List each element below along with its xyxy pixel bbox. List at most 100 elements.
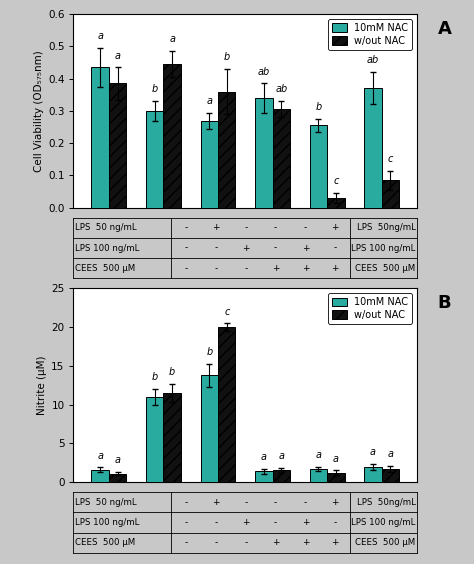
Text: LPS  50ng/mL: LPS 50ng/mL <box>356 223 415 232</box>
Text: -: - <box>185 244 188 253</box>
Legend: 10mM NAC, w/out NAC: 10mM NAC, w/out NAC <box>328 19 412 50</box>
Legend: 10mM NAC, w/out NAC: 10mM NAC, w/out NAC <box>328 293 412 324</box>
Text: b: b <box>152 85 158 94</box>
Text: CEES  500 μM: CEES 500 μM <box>355 264 415 273</box>
Text: +: + <box>331 538 339 547</box>
Text: b: b <box>152 372 158 382</box>
Text: b: b <box>224 52 230 62</box>
Text: a: a <box>370 447 376 457</box>
Text: +: + <box>212 498 220 507</box>
Text: -: - <box>334 244 337 253</box>
Text: A: A <box>438 20 452 38</box>
Text: +: + <box>301 244 309 253</box>
Text: a: a <box>315 450 321 460</box>
Text: a: a <box>333 453 339 464</box>
Text: ab: ab <box>258 67 270 77</box>
Text: -: - <box>185 264 188 273</box>
Bar <box>218 327 236 482</box>
Text: LPS 100 ng/mL: LPS 100 ng/mL <box>351 518 415 527</box>
Text: b: b <box>206 347 212 357</box>
Text: -: - <box>244 538 247 547</box>
Bar <box>364 89 382 208</box>
Text: -: - <box>274 244 277 253</box>
Bar <box>91 67 109 208</box>
Text: -: - <box>214 244 218 253</box>
Text: a: a <box>206 96 212 105</box>
Text: -: - <box>214 518 218 527</box>
Text: a: a <box>97 451 103 461</box>
Bar <box>255 472 273 482</box>
Text: LPS  50 ng/mL: LPS 50 ng/mL <box>75 498 137 507</box>
Text: -: - <box>304 223 307 232</box>
Bar <box>310 469 327 482</box>
Text: +: + <box>212 223 220 232</box>
Text: ab: ab <box>367 55 379 65</box>
Text: -: - <box>214 538 218 547</box>
Text: -: - <box>185 223 188 232</box>
Text: LPS  50 ng/mL: LPS 50 ng/mL <box>75 223 137 232</box>
Bar <box>327 198 345 208</box>
Bar <box>382 469 399 482</box>
Text: -: - <box>244 223 247 232</box>
Text: LPS 100 ng/mL: LPS 100 ng/mL <box>75 244 139 253</box>
Text: +: + <box>242 518 250 527</box>
Bar <box>146 111 164 208</box>
Bar <box>382 180 399 208</box>
Text: a: a <box>387 449 393 459</box>
Text: -: - <box>334 518 337 527</box>
Text: +: + <box>331 264 339 273</box>
Bar <box>327 473 345 482</box>
Text: LPS 100 ng/mL: LPS 100 ng/mL <box>351 244 415 253</box>
Text: +: + <box>301 264 309 273</box>
Bar <box>109 474 127 482</box>
Text: LPS 100 ng/mL: LPS 100 ng/mL <box>75 518 139 527</box>
Text: B: B <box>438 294 451 312</box>
Text: +: + <box>242 244 250 253</box>
Text: +: + <box>272 264 279 273</box>
Bar <box>201 121 218 208</box>
Text: -: - <box>304 498 307 507</box>
Text: c: c <box>388 154 393 164</box>
Bar <box>164 393 181 482</box>
Bar <box>164 64 181 208</box>
Bar <box>273 470 290 482</box>
Text: a: a <box>115 51 121 60</box>
Text: a: a <box>169 34 175 45</box>
Bar <box>91 470 109 482</box>
Text: +: + <box>331 223 339 232</box>
Text: b: b <box>315 102 321 112</box>
Y-axis label: Cell Viability (OD₅₇₅nm): Cell Viability (OD₅₇₅nm) <box>34 50 44 172</box>
Bar <box>255 98 273 208</box>
Text: -: - <box>214 264 218 273</box>
Text: LPS  50ng/mL: LPS 50ng/mL <box>356 498 415 507</box>
Text: -: - <box>274 223 277 232</box>
Text: -: - <box>185 538 188 547</box>
Text: -: - <box>185 518 188 527</box>
Text: a: a <box>97 31 103 41</box>
Text: c: c <box>333 177 338 186</box>
Text: b: b <box>169 367 175 377</box>
Y-axis label: Nitrite (μM): Nitrite (μM) <box>37 355 47 415</box>
Bar <box>273 109 290 208</box>
Text: a: a <box>115 455 121 465</box>
Bar <box>201 375 218 482</box>
Bar <box>310 125 327 208</box>
Bar <box>218 91 236 208</box>
Bar <box>109 83 127 208</box>
Text: +: + <box>301 538 309 547</box>
Text: CEES  500 μM: CEES 500 μM <box>75 264 136 273</box>
Text: ab: ab <box>275 85 287 94</box>
Text: CEES  500 μM: CEES 500 μM <box>355 538 415 547</box>
Bar <box>364 468 382 482</box>
Text: -: - <box>244 264 247 273</box>
Text: c: c <box>224 307 229 316</box>
Text: -: - <box>185 498 188 507</box>
Text: +: + <box>301 518 309 527</box>
Text: -: - <box>274 518 277 527</box>
Text: -: - <box>244 498 247 507</box>
Text: a: a <box>261 452 267 462</box>
Text: a: a <box>278 451 284 461</box>
Bar <box>146 397 164 482</box>
Text: -: - <box>274 498 277 507</box>
Text: +: + <box>272 538 279 547</box>
